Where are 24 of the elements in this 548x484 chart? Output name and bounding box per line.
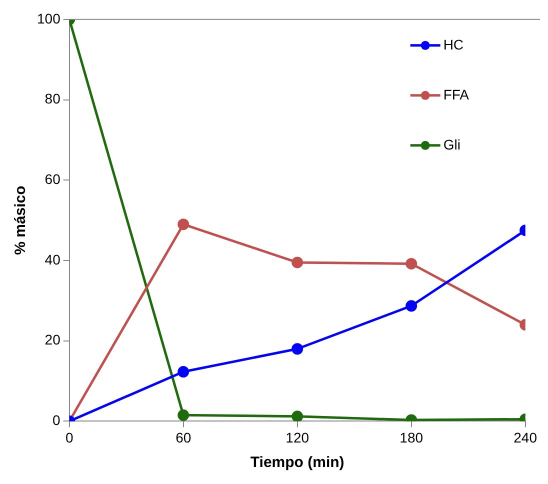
point	[292, 343, 304, 355]
y-tick-label: 0	[52, 412, 61, 428]
y-tick-label: 100	[37, 10, 61, 26]
y-tick-label: 60	[44, 170, 61, 187]
y-tick-label: 20	[44, 332, 61, 348]
x-tick-label: 240	[514, 429, 538, 446]
point	[406, 300, 418, 312]
x-tick-label: 120	[286, 429, 310, 446]
y-tick-label: 40	[44, 251, 61, 268]
x-axis-title: Tiempo (min)	[250, 454, 344, 472]
point	[292, 256, 304, 268]
x-tick-label: 180	[400, 429, 424, 446]
x-tick-label: 60	[176, 429, 192, 446]
point	[406, 258, 418, 270]
y-axis-title: % másico	[12, 186, 30, 255]
point	[178, 409, 190, 421]
legend-label: FFA	[443, 86, 470, 102]
x-tick-label: 0	[65, 429, 74, 446]
point	[178, 366, 190, 378]
legend-label: HC	[443, 36, 464, 52]
legend-label: Gli	[443, 136, 460, 152]
y-tick-label: 80	[44, 90, 61, 107]
point	[178, 218, 190, 230]
point	[292, 410, 304, 422]
